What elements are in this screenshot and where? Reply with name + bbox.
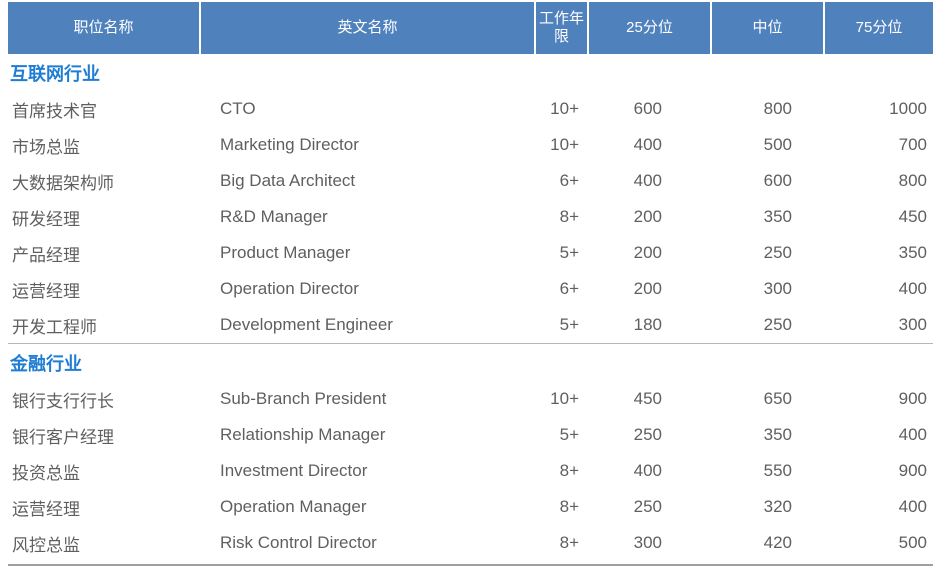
cell-years: 8+	[559, 497, 579, 516]
cell-median: 550	[763, 461, 792, 480]
cell-median: 350	[763, 425, 792, 444]
cell-percentile-75: 400	[898, 497, 927, 516]
cell-percentile-75: 300	[898, 315, 927, 334]
cell-english-name: Sub-Branch President	[220, 389, 387, 408]
cell-percentile-25: 200	[633, 279, 662, 298]
cell-percentile-75: 400	[898, 425, 927, 444]
cell-position: 运营经理	[12, 499, 80, 519]
cell-position: 运营经理	[12, 281, 80, 301]
cell-english-name: CTO	[220, 99, 256, 118]
table-header-row: 职位名称 英文名称 工作年限 25分位 中位 75分位	[8, 2, 933, 54]
cell-median: 420	[763, 533, 792, 552]
cell-position: 首席技术官	[12, 101, 97, 121]
table-bottom-border	[8, 564, 933, 566]
cell-english-name: Operation Director	[220, 279, 359, 298]
cell-years: 5+	[559, 315, 579, 334]
cell-percentile-25: 600	[633, 99, 662, 118]
cell-percentile-75: 800	[898, 171, 927, 190]
header-median: 中位	[712, 2, 825, 54]
cell-years: 10+	[550, 389, 579, 408]
cell-english-name: Development Engineer	[220, 315, 393, 334]
cell-english-name: R&D Manager	[220, 207, 328, 226]
cell-english-name: Relationship Manager	[220, 425, 386, 444]
header-position-name: 职位名称	[8, 2, 201, 54]
table-row: 运营经理 Operation Director 6+ 200 300 400	[8, 271, 933, 307]
table-row: 银行客户经理 Relationship Manager 5+ 250 350 400	[8, 417, 933, 453]
header-work-years: 工作年限	[536, 2, 589, 54]
cell-median: 650	[763, 389, 792, 408]
cell-english-name: Big Data Architect	[220, 171, 356, 190]
cell-percentile-25: 450	[633, 389, 662, 408]
cell-percentile-75: 350	[898, 243, 927, 262]
cell-english-name: Investment Director	[220, 461, 368, 480]
cell-years: 10+	[550, 99, 579, 118]
header-percentile-25: 25分位	[589, 2, 712, 54]
cell-percentile-25: 400	[633, 171, 662, 190]
table-row: 研发经理 R&D Manager 8+ 200 350 450	[8, 199, 933, 235]
table-row: 风控总监 Risk Control Director 8+ 300 420 500	[8, 525, 933, 561]
cell-position: 开发工程师	[12, 317, 97, 337]
cell-position: 投资总监	[12, 463, 80, 483]
cell-median: 350	[763, 207, 792, 226]
cell-position: 银行客户经理	[12, 427, 114, 447]
cell-percentile-75: 900	[898, 389, 927, 408]
cell-english-name: Product Manager	[220, 243, 351, 262]
cell-position: 研发经理	[12, 209, 80, 229]
cell-years: 8+	[559, 461, 579, 480]
cell-position: 风控总监	[12, 535, 80, 555]
cell-percentile-75: 500	[898, 533, 927, 552]
cell-percentile-25: 250	[633, 425, 662, 444]
salary-table: 职位名称 英文名称 工作年限 25分位 中位 75分位 互联网行业首席技术官 CT…	[8, 2, 933, 566]
table-row: 投资总监 Investment Director 8+ 400 550 900	[8, 453, 933, 489]
cell-english-name: Risk Control Director	[220, 533, 377, 552]
cell-percentile-25: 200	[633, 207, 662, 226]
cell-percentile-75: 900	[898, 461, 927, 480]
cell-english-name: Marketing Director	[220, 135, 359, 154]
table-row: 产品经理 Product Manager 5+ 200 250 350	[8, 235, 933, 271]
cell-years: 5+	[559, 425, 579, 444]
header-percentile-75: 75分位	[855, 19, 903, 36]
cell-median: 800	[763, 99, 792, 118]
table-row: 银行支行行长 Sub-Branch President 10+ 450 650 900	[8, 381, 933, 417]
table-row: 大数据架构师 Big Data Architect 6+ 400 600 800	[8, 163, 933, 199]
cell-percentile-25: 180	[633, 315, 662, 334]
cell-percentile-25: 300	[633, 533, 662, 552]
cell-percentile-25: 400	[633, 461, 662, 480]
section-title: 互联网行业	[10, 63, 100, 84]
cell-percentile-75: 450	[898, 207, 927, 226]
cell-percentile-25: 400	[633, 135, 662, 154]
cell-median: 250	[763, 243, 792, 262]
cell-years: 8+	[559, 207, 579, 226]
table-row: 运营经理 Operation Manager 8+ 250 320 400	[8, 489, 933, 525]
cell-median: 320	[763, 497, 792, 516]
cell-median: 250	[763, 315, 792, 334]
cell-years: 6+	[559, 279, 579, 298]
cell-percentile-75: 700	[898, 135, 927, 154]
cell-position: 产品经理	[12, 245, 80, 265]
table-body: 互联网行业首席技术官 CTO 10+ 600 800 1000 市场总监 Marketing …	[8, 54, 933, 561]
table-row: 开发工程师 Development Engineer 5+ 180 250 300	[8, 307, 933, 343]
cell-percentile-25: 250	[633, 497, 662, 516]
cell-median: 500	[763, 135, 792, 154]
cell-years: 10+	[550, 135, 579, 154]
cell-years: 5+	[559, 243, 579, 262]
cell-position: 市场总监	[12, 137, 80, 157]
cell-years: 8+	[559, 533, 579, 552]
cell-position: 银行支行行长	[12, 391, 114, 411]
cell-median: 600	[763, 171, 792, 190]
industry-section: 金融行业银行支行行长 Sub-Branch President 10+ 450 650 9…	[8, 343, 933, 561]
cell-median: 300	[763, 279, 792, 298]
cell-percentile-25: 200	[633, 243, 662, 262]
cell-years: 6+	[559, 171, 579, 190]
section-title: 金融行业	[10, 353, 82, 374]
cell-english-name: Operation Manager	[220, 497, 367, 516]
header-english-name: 英文名称	[201, 2, 536, 54]
table-row: 市场总监 Marketing Director 10+ 400 500 700	[8, 127, 933, 163]
cell-percentile-75: 400	[898, 279, 927, 298]
cell-percentile-75: 1000	[889, 99, 927, 118]
cell-position: 大数据架构师	[12, 173, 114, 193]
industry-section: 互联网行业首席技术官 CTO 10+ 600 800 1000 市场总监 Marketing …	[8, 54, 933, 343]
table-row: 首席技术官 CTO 10+ 600 800 1000	[8, 91, 933, 127]
